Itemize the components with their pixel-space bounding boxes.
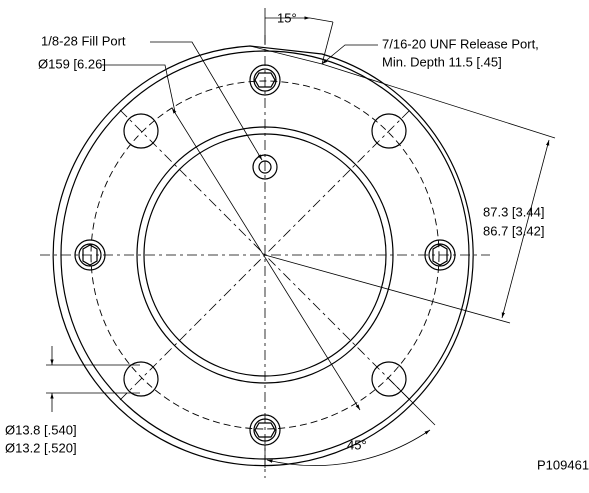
callout: Ø159 [6.26] (38, 56, 106, 71)
drawing: 15° 1/8-28 Fill Port Ø159 [6.26] 7/16-20… (0, 0, 589, 493)
angle-label: 15° (277, 10, 297, 25)
part-outline (53, 46, 473, 466)
callout: Min. Depth 11.5 [.45] (382, 54, 502, 69)
dimension-label: 87.3 [3.44] (483, 204, 544, 219)
dimension-label: Ø13.8 [.540] (5, 422, 77, 437)
dimensions (46, 8, 555, 468)
dimension-label: Ø13.2 [.520] (5, 440, 77, 455)
dimension-label: 86.7 [3.42] (483, 223, 544, 238)
callout: 7/16-20 UNF Release Port, (382, 36, 539, 51)
callout: 1/8-28 Fill Port (41, 33, 126, 48)
center-lines (40, 35, 490, 478)
part-number: P109461 (537, 457, 589, 472)
angle-label: 45° (347, 437, 367, 452)
